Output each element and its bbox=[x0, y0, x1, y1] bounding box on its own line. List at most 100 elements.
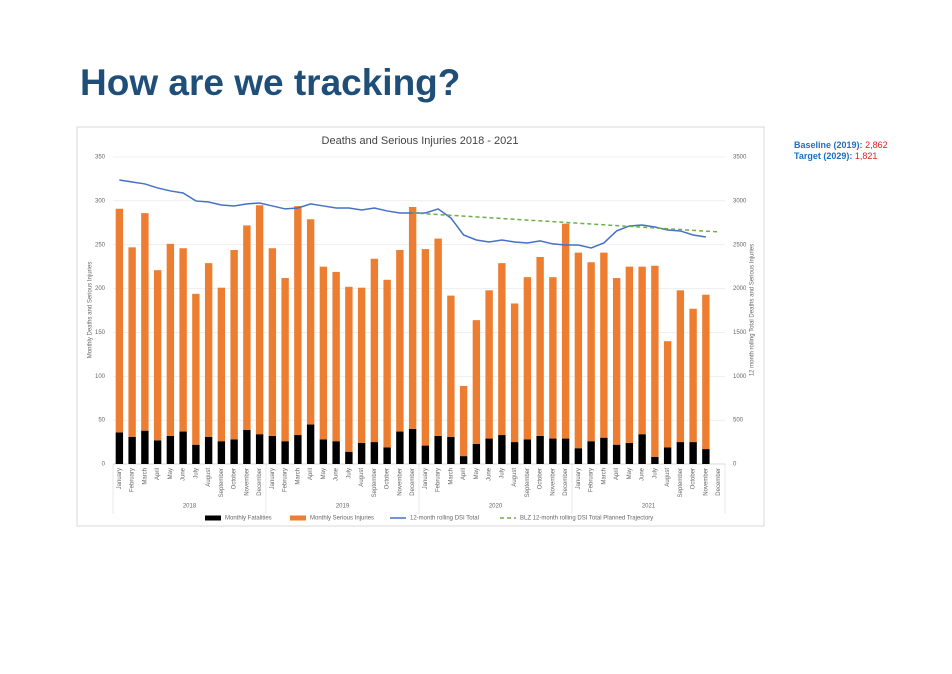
bar-segment bbox=[370, 442, 379, 464]
bar-segment bbox=[255, 434, 264, 464]
x-tick-label: July bbox=[346, 468, 352, 479]
y2-tick-label: 3000 bbox=[733, 198, 747, 204]
bar-segment bbox=[587, 441, 595, 464]
x-tick-label: November bbox=[550, 468, 556, 496]
bar-segment bbox=[676, 442, 685, 464]
bar-segment bbox=[255, 205, 264, 435]
bar-segment bbox=[651, 456, 659, 464]
bar-segment bbox=[498, 263, 506, 436]
bar-segment bbox=[472, 443, 481, 464]
bar-segment bbox=[523, 277, 532, 440]
bar-segment bbox=[192, 444, 200, 464]
bar-segment bbox=[702, 294, 710, 450]
bar-segment bbox=[204, 263, 213, 437]
bar-segment bbox=[268, 248, 277, 436]
bar-segment bbox=[561, 438, 570, 464]
bar-segment bbox=[638, 266, 646, 435]
bar-segment bbox=[204, 436, 213, 464]
bar-segment bbox=[281, 278, 289, 442]
bar-segment bbox=[166, 243, 175, 436]
x-tick-label: January bbox=[576, 468, 582, 489]
bar-segment bbox=[383, 447, 391, 464]
bar-segment bbox=[625, 266, 634, 443]
bar-segment bbox=[128, 247, 136, 437]
legend-swatch bbox=[205, 515, 221, 521]
y-tick-label: 300 bbox=[95, 198, 106, 204]
legend-label: Monthly Serious Injuries bbox=[310, 516, 374, 522]
bar-segment bbox=[434, 238, 442, 436]
x-tick-label: February bbox=[436, 468, 442, 492]
x-tick-label: April bbox=[308, 468, 314, 480]
note-label: Target (2029): bbox=[794, 151, 853, 161]
x-tick-label: March bbox=[601, 468, 607, 485]
bar-segment bbox=[166, 435, 175, 464]
y2-tick-label: 1000 bbox=[733, 374, 747, 380]
bar-segment bbox=[294, 435, 302, 464]
bar-segment bbox=[396, 249, 404, 432]
legend-label: Monthly Fatalities bbox=[225, 516, 272, 522]
x-tick-label: August bbox=[359, 468, 365, 487]
x-tick-label: December bbox=[257, 468, 263, 496]
bar-segment bbox=[141, 430, 149, 464]
x-tick-label: June bbox=[487, 467, 493, 481]
x-tick-label: June bbox=[640, 467, 646, 481]
x-tick-label: April bbox=[614, 468, 620, 480]
bar-segment bbox=[663, 447, 672, 464]
bar-segment bbox=[549, 277, 557, 439]
note-label: Baseline (2019): bbox=[794, 140, 863, 150]
x-tick-label: February bbox=[283, 468, 289, 492]
bar-segment bbox=[357, 287, 366, 443]
x-tick-label: September bbox=[372, 468, 378, 497]
bar-segment bbox=[574, 448, 583, 464]
bar-segment bbox=[447, 295, 455, 437]
x-tick-label: October bbox=[385, 468, 391, 489]
x-tick-label: August bbox=[665, 468, 671, 487]
bar-segment bbox=[447, 436, 455, 464]
x-tick-label: May bbox=[474, 468, 480, 479]
bar-segment bbox=[408, 206, 417, 429]
bar-segment bbox=[332, 441, 340, 464]
bar-segment bbox=[536, 435, 544, 464]
y-tick-label: 100 bbox=[95, 374, 106, 380]
y-tick-label: 350 bbox=[95, 155, 106, 161]
bar-segment bbox=[612, 444, 621, 464]
x-tick-label: March bbox=[142, 468, 148, 485]
x-tick-label: January bbox=[423, 468, 429, 489]
bar-segment bbox=[421, 249, 430, 446]
bar-segment bbox=[230, 249, 238, 440]
bar-segment bbox=[128, 436, 136, 464]
year-label: 2021 bbox=[642, 504, 656, 510]
x-tick-label: November bbox=[703, 468, 709, 496]
bar-segment bbox=[510, 442, 519, 464]
bar-segment bbox=[459, 456, 468, 464]
y-axis-title: Monthly Deaths and Serious Injuries bbox=[88, 262, 94, 358]
note: Target (2029): 1,821 bbox=[794, 151, 888, 162]
bar-segment bbox=[319, 439, 328, 464]
bar-segment bbox=[383, 279, 391, 448]
bar-segment bbox=[345, 286, 353, 452]
y2-axis-title: 12 month rolling Total Deaths and Seriou… bbox=[750, 244, 756, 376]
note-value: 2,862 bbox=[865, 140, 888, 150]
bar-segment bbox=[676, 290, 685, 443]
bar-segment bbox=[459, 385, 468, 457]
x-tick-label: October bbox=[691, 468, 697, 489]
legend-label: 12-month rolling DSI Total bbox=[410, 516, 479, 522]
bar-segment bbox=[574, 252, 583, 449]
bar-segment bbox=[153, 440, 162, 464]
bar-segment bbox=[357, 442, 366, 464]
x-tick-label: April bbox=[155, 468, 161, 480]
x-tick-label: December bbox=[410, 468, 416, 496]
x-tick-label: July bbox=[652, 468, 658, 479]
bar-segment bbox=[230, 439, 238, 464]
bar-segment bbox=[115, 208, 124, 433]
bar-segment bbox=[319, 266, 328, 440]
bar-segment bbox=[192, 293, 200, 445]
legend-label: BLZ 12-month rolling DSI Total Planned T… bbox=[520, 516, 653, 522]
bar-segment bbox=[217, 287, 226, 442]
bar-segment bbox=[434, 435, 442, 464]
bar-segment bbox=[472, 320, 481, 444]
bar-segment bbox=[153, 270, 162, 441]
bar-segment bbox=[421, 445, 430, 464]
y2-tick-label: 1500 bbox=[733, 330, 747, 336]
